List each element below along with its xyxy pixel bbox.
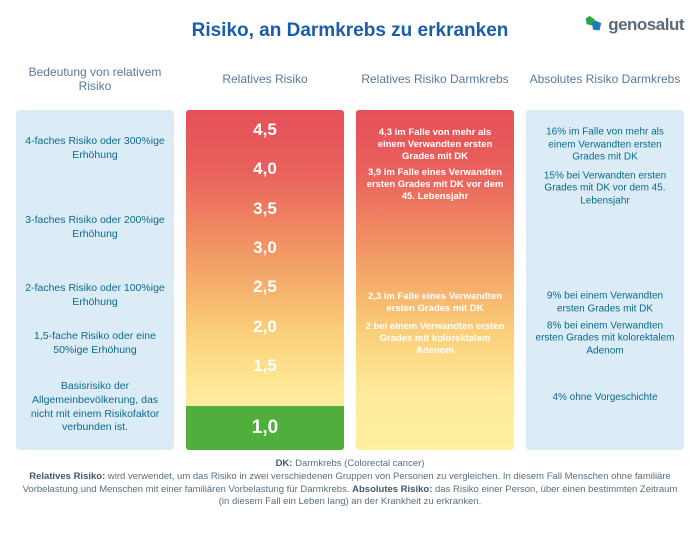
col1-row: Basisrisiko der Allgemeinbevölkerung, da… [16, 365, 174, 450]
scale-tick: 3,0 [186, 238, 344, 258]
relative-risk-item: 2 bei einem Verwandten ersten Grades mit… [364, 321, 506, 357]
header: Risiko, an Darmkrebs zu erkranken genosa… [16, 14, 684, 58]
col4-heading: Absolutes Risiko Darmkrebs [526, 62, 684, 98]
relative-risk-item: 3,9 im Falle eines Verwandten ersten Gra… [364, 167, 506, 203]
col3-heading: Relatives Risiko Darmkrebs [356, 62, 514, 98]
scale-tick: 4,0 [186, 159, 344, 179]
footer-definitions: Relatives Risiko: wird verwendet, um das… [22, 471, 678, 509]
col1-row: 3-faches Risiko oder 200%ige Erhöhung [16, 188, 174, 268]
absolute-risk-item: 9% bei einem Verwandten ersten Grades mi… [534, 291, 676, 316]
logo-text: genosalut [608, 15, 684, 35]
col1-row: 1,5-fache Risiko oder eine 50%ige Erhöhu… [16, 323, 174, 365]
col4-panel: 16% im Falle von mehr als einem Verwandt… [526, 110, 684, 450]
col1-row: 4-faches Risiko oder 300%ige Erhöhung [16, 110, 174, 188]
col2-heading: Relatives Risiko [186, 62, 344, 98]
scale-tick: 2,5 [186, 277, 344, 297]
col1-panel: 4-faches Risiko oder 300%ige Erhöhung3-f… [16, 110, 174, 450]
absolute-risk-item: 15% bei Verwandten ersten Grades mit DK … [534, 170, 676, 208]
scale-tick: 4,5 [186, 120, 344, 140]
scale-tick: 3,5 [186, 199, 344, 219]
col1-row: 2-faches Risiko oder 100%ige Erhöhung [16, 268, 174, 323]
ar-label: Absolutes Risiko: [352, 484, 432, 495]
col3-panel: 4,3 im Falle von mehr als einem Verwandt… [356, 110, 514, 450]
scale-tick: 1,5 [186, 356, 344, 376]
dk-label: DK: [276, 458, 293, 469]
col2-panel: 1,0 4,5 4,0 3,5 3,0 2,5 2,0 1,5 [186, 110, 344, 450]
base-risk-label: 1,0 [252, 417, 278, 439]
absolute-risk-item: 8% bei einem Verwandten ersten Grades mi… [534, 320, 676, 358]
relative-risk-item: 2,3 im Falle eines Verwandten ersten Gra… [364, 291, 506, 315]
col1-heading: Bedeutung von relativem Risiko [16, 62, 174, 98]
brand-logo: genosalut [582, 14, 684, 36]
absolute-risk-item: 4% ohne Vorgeschichte [534, 392, 676, 405]
columns-grid: Bedeutung von relativem Risiko Relatives… [16, 62, 684, 450]
footer-notes: DK: Darmkrebs (Colorectal cancer) Relati… [16, 458, 684, 509]
base-risk-bar: 1,0 [186, 406, 344, 450]
dk-text: Darmkrebs (Colorectal cancer) [295, 458, 424, 469]
relative-risk-item: 4,3 im Falle von mehr als einem Verwandt… [364, 128, 506, 164]
footer-dk: DK: Darmkrebs (Colorectal cancer) [22, 458, 678, 471]
scale-tick: 2,0 [186, 317, 344, 337]
logo-icon [582, 14, 604, 36]
absolute-risk-item: 16% im Falle von mehr als einem Verwandt… [534, 127, 676, 165]
rr-label: Relatives Risiko: [29, 471, 105, 482]
